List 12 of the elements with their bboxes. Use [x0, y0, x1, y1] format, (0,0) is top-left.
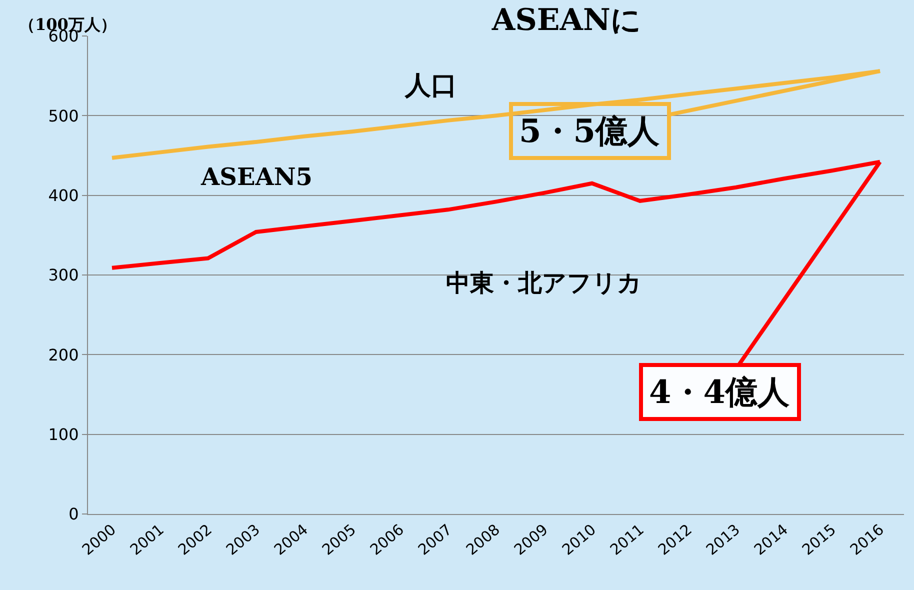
- y-tick-label: 200: [48, 345, 79, 364]
- y-tick-label: 400: [48, 186, 79, 205]
- y-tick-label: 300: [48, 266, 79, 285]
- annotation: 4・4億人: [649, 373, 791, 411]
- y-tick-label: 0: [68, 504, 79, 524]
- chart-title: ASEANに: [490, 2, 642, 38]
- y-tick-label: 100: [48, 424, 79, 444]
- annotation: 人口: [404, 71, 457, 101]
- y-tick-label: 500: [48, 106, 79, 126]
- series-label: ASEAN5: [200, 162, 313, 191]
- text: 中東・北アフリカ: [446, 268, 642, 297]
- annotation: 5・5億人: [519, 112, 661, 150]
